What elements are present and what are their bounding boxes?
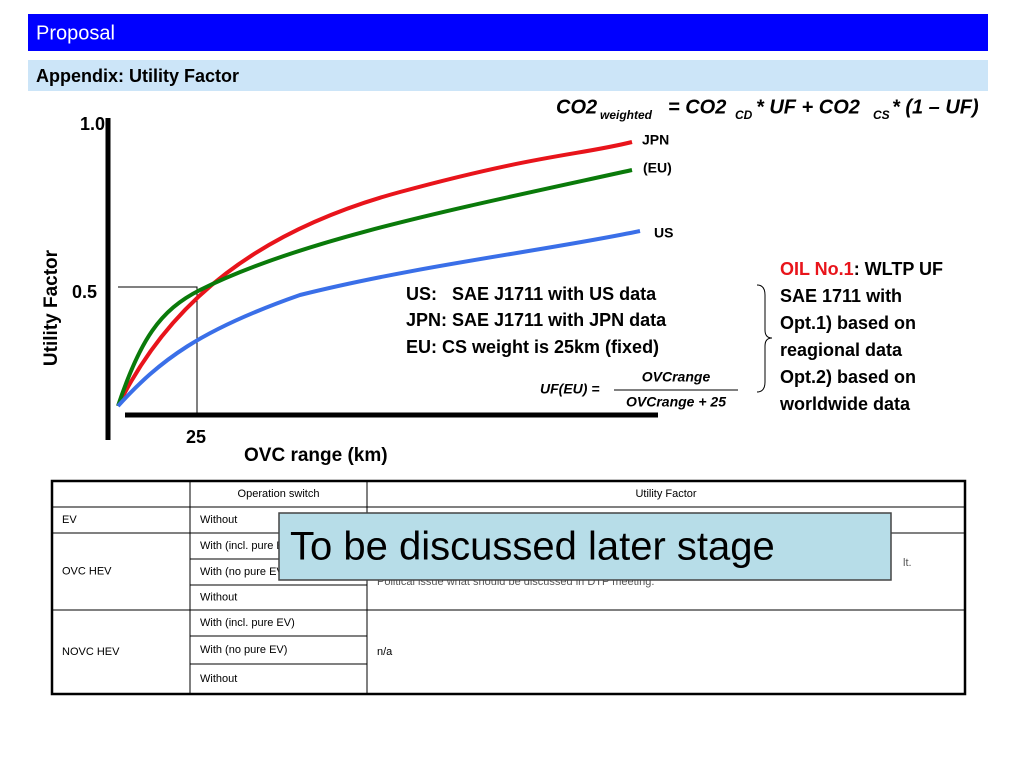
group-cell: EV <box>62 514 77 526</box>
x-tick-label: 25 <box>186 427 206 447</box>
curve-us <box>116 229 641 408</box>
formula-part: CD <box>735 108 753 122</box>
note-line: US: SAE J1711 with US data <box>406 284 657 304</box>
formula-part: OVCrange <box>642 369 711 385</box>
y-axis-label: Utility Factor <box>41 249 62 366</box>
brace <box>756 284 773 393</box>
formula-part: OVCrange + 25 <box>626 394 726 410</box>
switch-cell: Without <box>200 591 237 603</box>
overlay-text: To be discussed later stage <box>290 525 775 569</box>
oil-line: : WLTP UF <box>854 259 943 279</box>
switch-cell: With (incl. pure EV) <box>200 540 295 552</box>
co2-formula: CO2 weighted = CO2 CD * UF + CO2 CS * (1… <box>556 96 979 122</box>
uf-formula: UF(EU) = OVCrange OVCrange + 25 <box>540 369 738 410</box>
subtitle-bar <box>28 60 988 91</box>
oil-text: OIL No.1: WLTP UF <box>780 259 943 279</box>
title-bar <box>28 14 988 51</box>
series-label: (EU) <box>643 160 672 176</box>
formula-part: UF(EU) = <box>540 381 600 397</box>
switch-cell: Without <box>200 673 237 685</box>
oil-label: OIL No.1 <box>780 259 854 279</box>
oil-line: worldwide data <box>779 394 911 414</box>
factor-cell: n/a <box>377 646 393 658</box>
table: Operation switch Utility Factor Without EV W… <box>50 479 967 696</box>
group-cell: OVC HEV <box>62 565 112 577</box>
switch-cell: With (no pure EV) <box>200 644 287 656</box>
header-cell: Operation switch <box>238 488 320 500</box>
switch-cell: Without <box>200 514 237 526</box>
overlay-box <box>278 512 892 581</box>
formula-part: weighted <box>600 108 653 122</box>
title: Proposal <box>36 22 115 44</box>
guide-box <box>118 286 198 415</box>
y-tick-label: 1.0 <box>80 114 105 134</box>
factor-cell: lt. <box>903 557 912 569</box>
note-line: JPN: SAE J1711 with JPN data <box>406 310 667 330</box>
note-line: EU: CS weight is 25km (fixed) <box>406 337 659 357</box>
group-cell: NOVC HEV <box>62 646 120 658</box>
formula-part: * UF + CO2 <box>756 96 860 118</box>
subtitle: Appendix: Utility Factor <box>36 66 239 86</box>
curve-eu <box>116 168 633 407</box>
formula-part: CO2 <box>556 96 597 118</box>
x-axis-label: OVC range (km) <box>244 445 388 466</box>
switch-cell: With (no pure EV) <box>200 566 287 578</box>
oil-lines: SAE 1711 with Opt.1) based on reagional da… <box>779 286 916 414</box>
curve-jpn <box>116 140 633 407</box>
y-tick-label: 0.5 <box>72 282 97 302</box>
oil-line: Opt.2) based on <box>780 367 916 387</box>
oil-line: reagional data <box>780 340 903 360</box>
series-label: US <box>654 225 673 241</box>
formula-part: CS <box>873 108 890 122</box>
switch-cell: With (incl. pure EV) <box>200 617 295 629</box>
formula-part: = CO2 <box>668 96 726 118</box>
oil-line: SAE 1711 with <box>780 286 902 306</box>
formula-part: * (1 – UF) <box>892 96 979 118</box>
oil-line: Opt.1) based on <box>780 313 916 333</box>
header-cell: Utility Factor <box>635 488 696 500</box>
series-label: JPN <box>642 132 669 148</box>
table-border <box>50 479 967 696</box>
